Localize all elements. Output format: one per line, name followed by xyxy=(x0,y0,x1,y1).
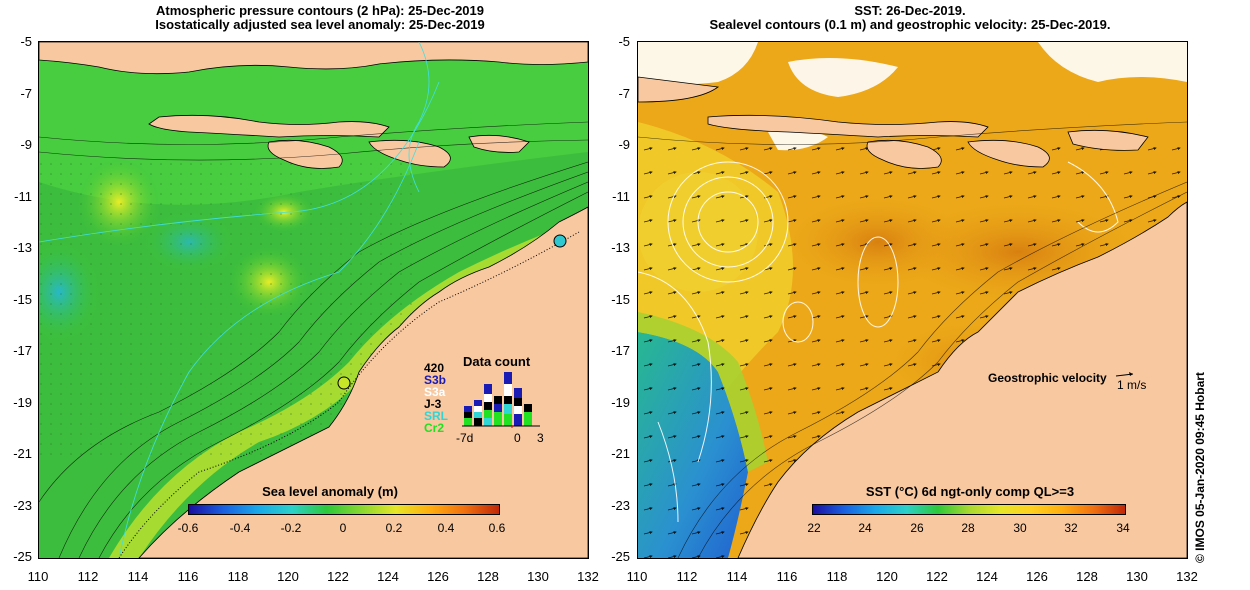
colorbar-tick-label: 34 xyxy=(1116,521,1130,535)
y-tick-label: -23 xyxy=(13,498,32,513)
colorbar-tick-label: 0.2 xyxy=(385,521,403,535)
x-tick-label: 112 xyxy=(77,569,99,584)
colorbar-tick-label: 28 xyxy=(961,521,975,535)
colorbar-tick-label: -0.4 xyxy=(229,521,251,535)
x-tick-label: 132 xyxy=(577,569,599,584)
data-count-x-zero: 0 xyxy=(514,431,521,445)
y-tick-label: -9 xyxy=(20,137,32,152)
right-title: SST: 26-Dec-2019. Sealevel contours (0.1… xyxy=(640,4,1180,32)
x-tick-label: 128 xyxy=(1076,569,1098,584)
y-tick-label: -15 xyxy=(611,292,630,307)
x-tick-label: 118 xyxy=(227,569,249,584)
data-count-bars xyxy=(462,372,540,428)
y-tick-label: -21 xyxy=(611,446,630,461)
mission-cr2-label: Cr2 xyxy=(424,421,445,435)
right-title-line2: Sealevel contours (0.1 m) and geostrophi… xyxy=(709,17,1111,32)
mission-j3-label: J-3 xyxy=(424,397,442,411)
y-tick-label: -21 xyxy=(13,446,32,461)
colorbar-tick-label: 26 xyxy=(910,521,924,535)
y-tick-label: -7 xyxy=(20,86,32,101)
tide-gauge-marker[interactable] xyxy=(553,234,567,248)
sst-map-graphic xyxy=(638,42,1187,558)
data-count-bar xyxy=(464,372,532,426)
x-tick-label: 110 xyxy=(27,569,49,584)
y-tick-label: -17 xyxy=(13,343,32,358)
x-tick-label: 124 xyxy=(377,569,399,584)
mission-s3a-label: S3a xyxy=(424,385,446,399)
sla-australia-land xyxy=(138,206,588,558)
colorbar-tick-label: 30 xyxy=(1013,521,1027,535)
left-title-line2: Isostatically adjusted sea level anomaly… xyxy=(155,17,485,32)
colorbar-tick-label: -0.6 xyxy=(177,521,199,535)
velocity-scale-arrow-icon xyxy=(1115,372,1134,377)
x-tick-label: 130 xyxy=(527,569,549,584)
x-tick-label: 110 xyxy=(626,569,648,584)
x-tick-label: 122 xyxy=(926,569,948,584)
sst-map[interactable] xyxy=(637,41,1188,559)
sst-australia-land xyxy=(737,201,1187,558)
y-tick-label: -25 xyxy=(611,549,630,564)
velocity-legend-label: Geostrophic velocity xyxy=(988,371,1107,385)
colorbar-tick-label: 0.4 xyxy=(437,521,455,535)
y-tick-label: -11 xyxy=(14,189,32,204)
x-tick-label: 116 xyxy=(776,569,798,584)
sst-indonesia-land xyxy=(638,76,1149,169)
x-tick-label: 114 xyxy=(127,569,149,584)
sla-colorbar-title: Sea level anomaly (m) xyxy=(262,484,398,499)
colorbar-tick-label: 0.6 xyxy=(488,521,506,535)
x-tick-label: 122 xyxy=(327,569,349,584)
sst-colorbar xyxy=(812,504,1126,515)
x-tick-label: 130 xyxy=(1126,569,1148,584)
sst-colorbar-title: SST (°C) 6d ngt-only comp QL>=3 xyxy=(865,484,1075,499)
x-tick-label: 124 xyxy=(976,569,998,584)
x-tick-label: 116 xyxy=(177,569,199,584)
y-tick-label: -13 xyxy=(611,240,630,255)
x-tick-label: 118 xyxy=(826,569,848,584)
data-count-max: 420 xyxy=(424,361,445,375)
x-tick-label: 114 xyxy=(726,569,748,584)
y-tick-label: -7 xyxy=(618,86,630,101)
x-tick-label: 112 xyxy=(676,569,698,584)
y-tick-label: -17 xyxy=(611,343,630,358)
colorbar-tick-label: 24 xyxy=(858,521,872,535)
data-count-x-start: -7d xyxy=(456,431,474,445)
x-tick-label: 132 xyxy=(1176,569,1198,584)
colorbar-tick-label: 22 xyxy=(807,521,821,535)
y-tick-label: -5 xyxy=(618,34,630,49)
x-tick-label: 120 xyxy=(277,569,299,584)
imos-credit: © IMOS 05-Jan-2020 09:45 Hobart xyxy=(1193,372,1207,563)
data-count-title: Data count xyxy=(463,354,531,369)
y-tick-label: -9 xyxy=(618,137,630,152)
velocity-scale-label: 1 m/s xyxy=(1117,378,1147,392)
left-title-line1: Atmospheric pressure contours (2 hPa): 2… xyxy=(156,3,484,18)
y-tick-label: -13 xyxy=(13,240,32,255)
y-tick-label: -19 xyxy=(13,395,32,410)
sla-colorbar xyxy=(188,504,500,515)
sla-indonesia-land xyxy=(39,42,588,169)
y-tick-label: -19 xyxy=(611,395,630,410)
y-tick-label: -5 xyxy=(20,34,32,49)
colorbar-tick-label: 32 xyxy=(1064,521,1078,535)
y-tick-label: -23 xyxy=(611,498,630,513)
right-title-line1: SST: 26-Dec-2019. xyxy=(854,3,966,18)
colorbar-tick-label: -0.2 xyxy=(280,521,302,535)
x-tick-label: 128 xyxy=(477,569,499,584)
x-tick-label: 126 xyxy=(427,569,449,584)
mission-srl-label: SRL xyxy=(424,409,448,423)
data-count-x-end: 3 xyxy=(537,431,544,445)
sla-map-graphic xyxy=(39,42,588,558)
colorbar-tick-label: 0 xyxy=(339,521,347,535)
y-tick-label: -25 xyxy=(13,549,32,564)
y-tick-label: -15 xyxy=(13,292,32,307)
y-tick-label: -11 xyxy=(612,189,630,204)
mission-s3b-label: S3b xyxy=(424,373,447,387)
x-tick-label: 120 xyxy=(876,569,898,584)
x-tick-label: 126 xyxy=(1026,569,1048,584)
left-title: Atmospheric pressure contours (2 hPa): 2… xyxy=(110,4,530,32)
tide-gauge-marker[interactable] xyxy=(337,376,351,390)
sla-map[interactable] xyxy=(38,41,589,559)
